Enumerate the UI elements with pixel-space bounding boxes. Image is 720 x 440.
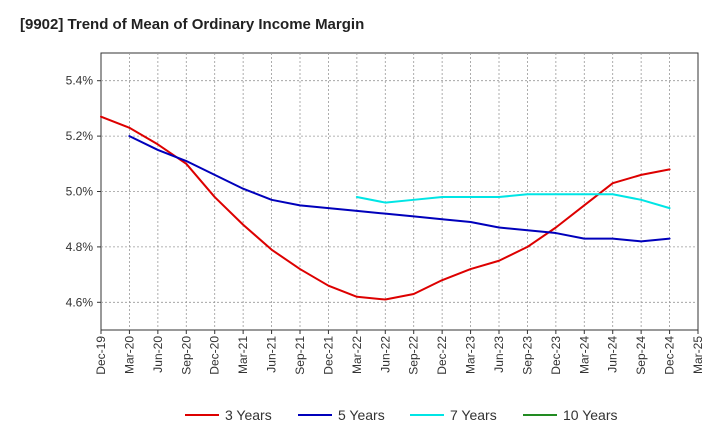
x-tick-label: Sep-21 (293, 336, 307, 375)
y-tick-label: 5.2% (66, 129, 94, 143)
y-tick-label: 4.8% (66, 240, 94, 254)
y-axis-ticks: 4.6% 4.8% 5.0% 5.2% 5.4% (66, 74, 101, 309)
x-tick-label: Jun-24 (606, 336, 620, 373)
x-tick-label: Mar-22 (350, 336, 364, 374)
x-tick-label: Mar-25 (691, 336, 705, 374)
x-tick-label: Dec-21 (321, 336, 335, 375)
x-tick-label: Sep-24 (634, 336, 648, 375)
x-tick-label: Mar-20 (122, 336, 136, 374)
legend-label: 10 Years (563, 407, 618, 423)
x-tick-label: Dec-24 (663, 336, 677, 375)
x-tick-label: Mar-24 (577, 336, 591, 374)
x-tick-label: Dec-20 (208, 336, 222, 375)
y-tick-label: 5.4% (66, 74, 94, 88)
series-line-5-years (128, 135, 671, 243)
x-tick-label: Sep-22 (407, 336, 421, 375)
x-tick-label: Jun-20 (151, 336, 165, 373)
series-line-3-years (100, 115, 671, 301)
y-tick-label: 4.6% (66, 295, 94, 309)
x-tick-label: Dec-22 (435, 336, 449, 375)
x-tick-label: Jun-23 (492, 336, 506, 373)
x-tick-label: Jun-21 (265, 336, 279, 373)
x-tick-label: Dec-19 (94, 336, 108, 375)
legend: 3 Years 5 Years 7 Years 10 Years (185, 407, 618, 423)
legend-label: 7 Years (450, 407, 497, 423)
y-tick-label: 5.0% (66, 185, 94, 199)
x-tick-label: Sep-23 (520, 336, 534, 375)
chart-title: [9902] Trend of Mean of Ordinary Income … (20, 16, 365, 33)
legend-label: 3 Years (225, 407, 272, 423)
x-tick-label: Dec-23 (549, 336, 563, 375)
legend-label: 5 Years (338, 407, 385, 423)
x-tick-label: Mar-23 (464, 336, 478, 374)
x-tick-label: Mar-21 (236, 336, 250, 374)
x-axis-ticks: Dec-19 Mar-20 Jun-20 Sep-20 Dec-20 Mar-21 Jun-… (94, 330, 705, 375)
grid-lines (101, 53, 698, 330)
x-tick-label: Jun-22 (378, 336, 392, 373)
series-lines (100, 115, 671, 301)
x-tick-label: Sep-20 (179, 336, 193, 375)
series-line-7-years (355, 193, 671, 210)
